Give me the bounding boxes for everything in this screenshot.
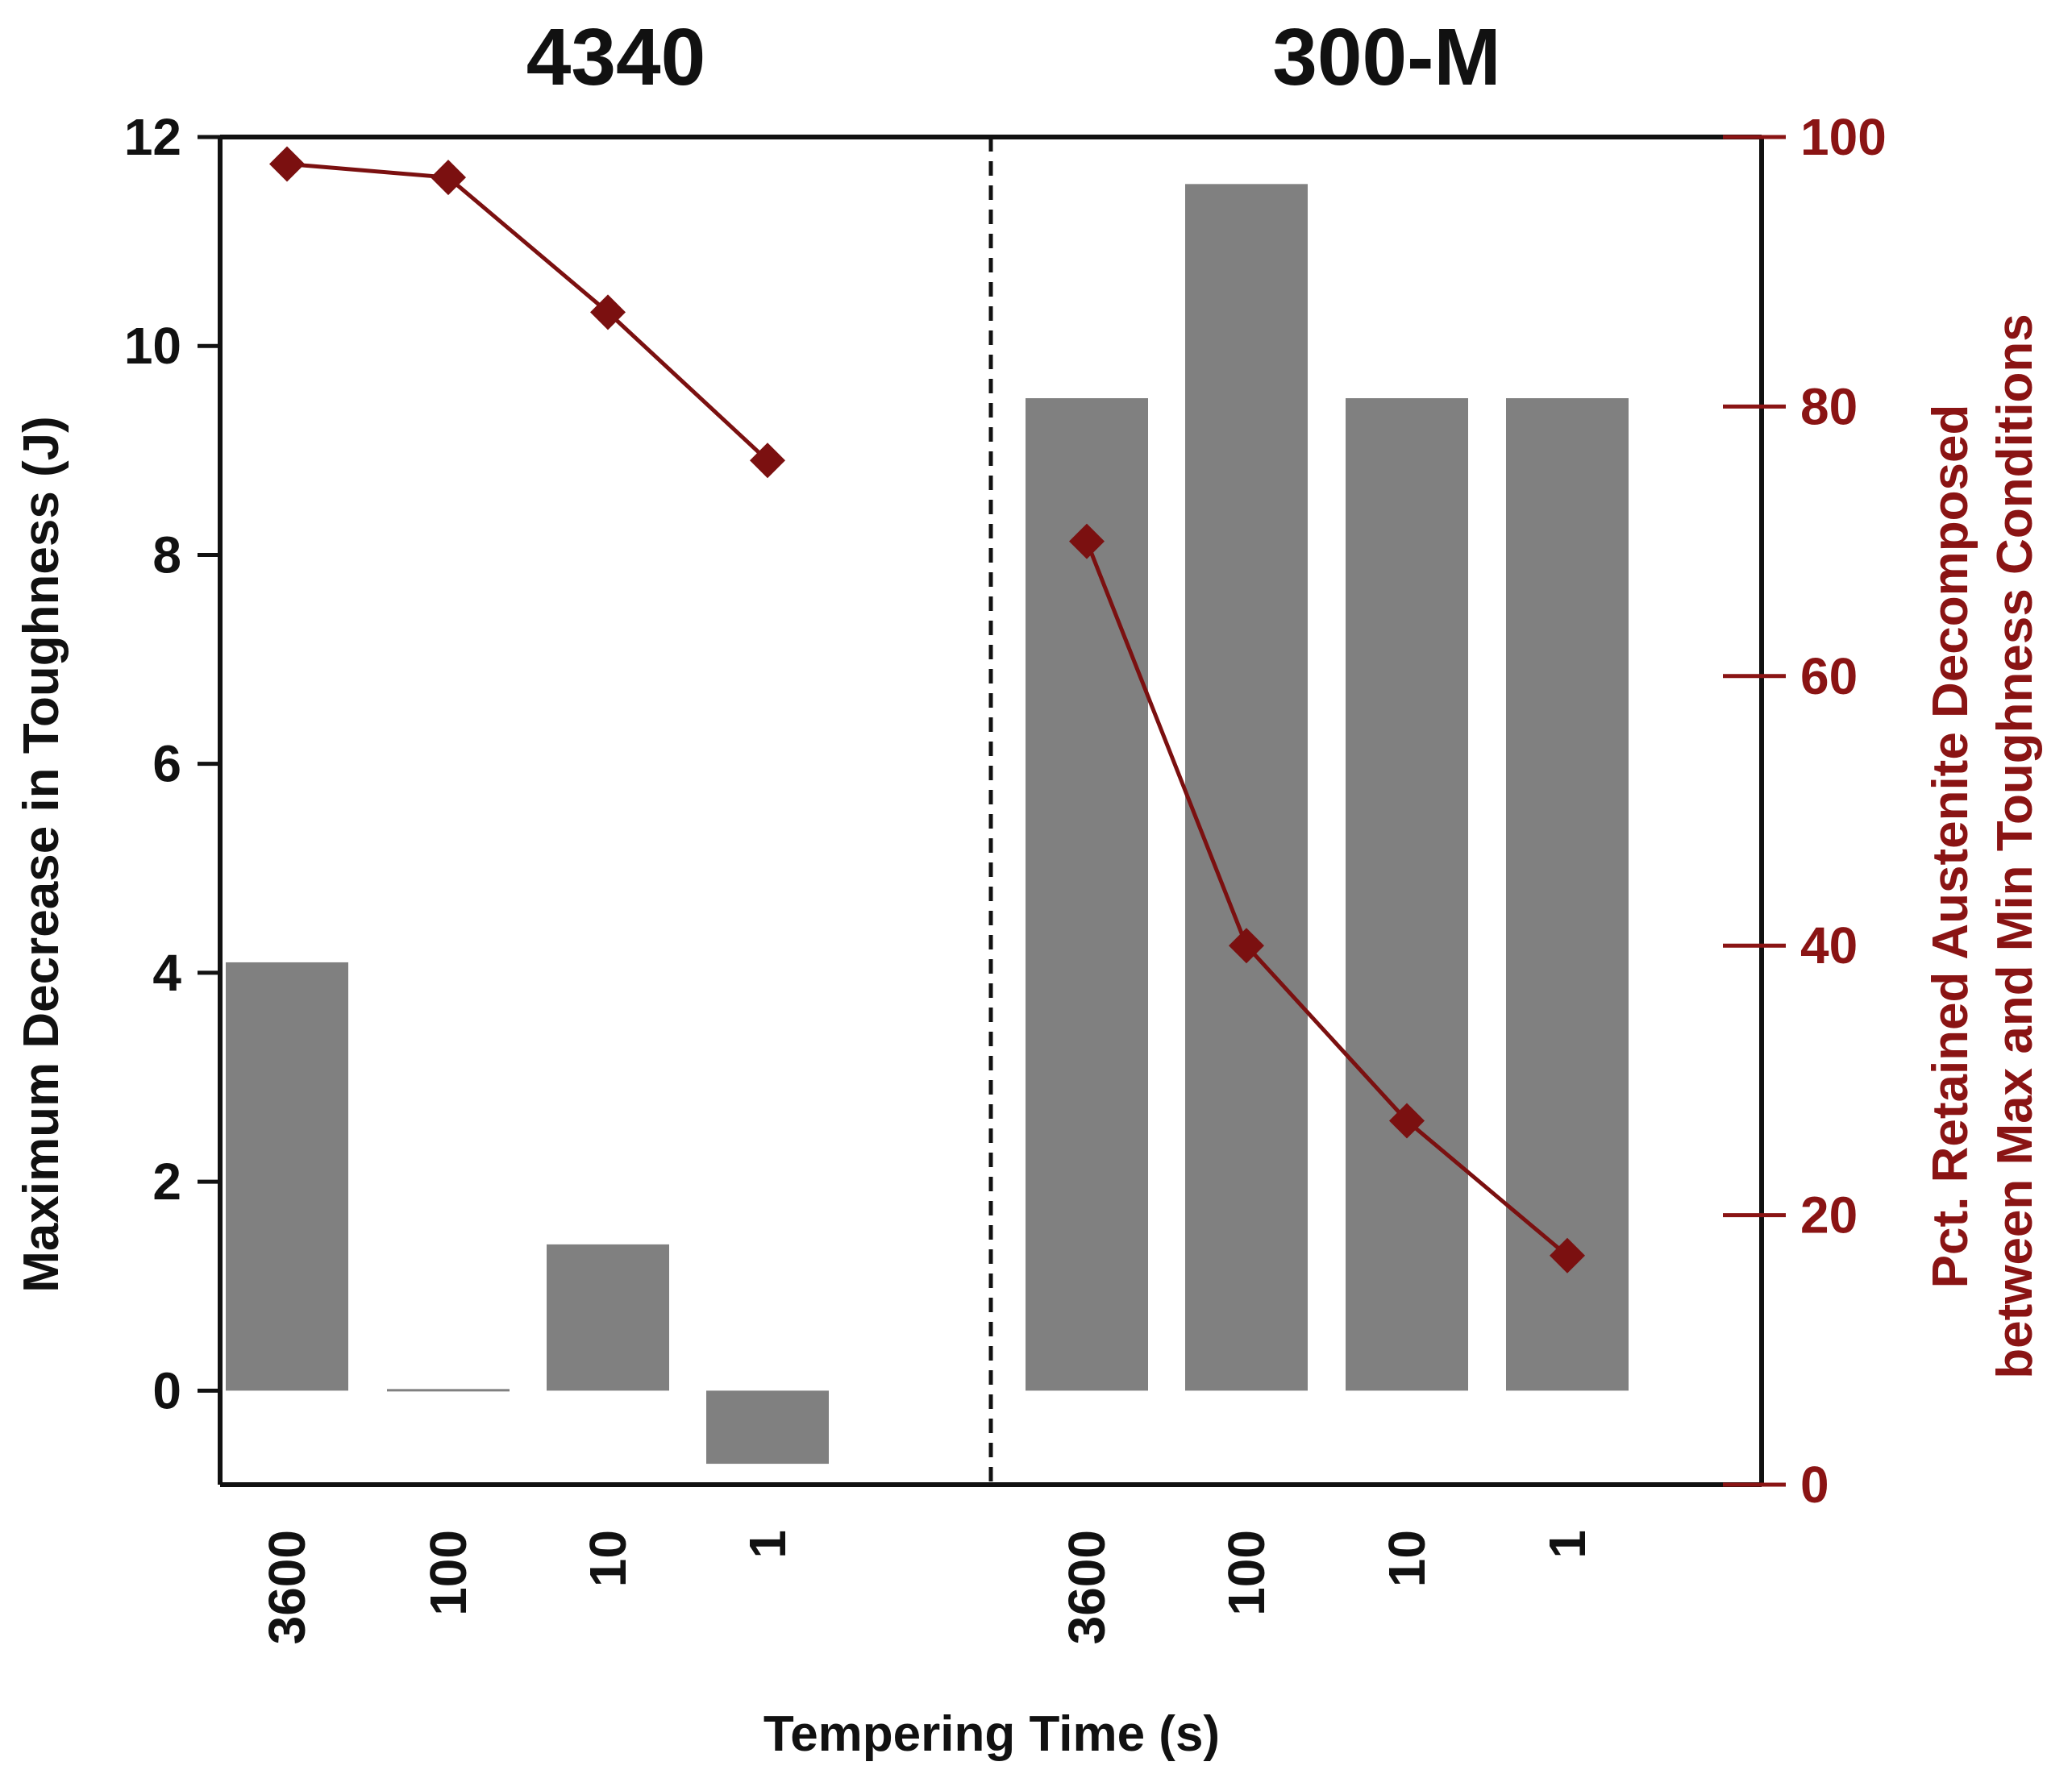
x-tick-label-300-m-1: 1 [1538,1530,1596,1559]
x-tick-label-4340-10: 10 [579,1530,637,1587]
x-tick-label-4340-1: 1 [739,1530,797,1559]
y-left-tick-label: 8 [152,526,181,584]
x-tick-label-300-m-10: 10 [1378,1530,1436,1587]
point-4340-3600 [269,146,305,182]
point-300-m-100 [1229,928,1264,964]
y-right-tick-label: 20 [1800,1186,1858,1244]
y-right-tick-label: 0 [1800,1456,1829,1514]
axes-layer [218,135,1764,1487]
bar-4340-10 [547,1244,669,1391]
x-tick-label-4340-100: 100 [419,1530,477,1616]
y-left-tick-label: 10 [124,317,181,375]
y-left-tick-label: 6 [152,735,181,793]
y-left-tick-label: 12 [124,108,181,166]
y-left-tick-label: 4 [152,944,181,1002]
y-right-tick-label: 60 [1800,647,1858,705]
bar-4340-100 [387,1389,510,1392]
point-4340-1 [750,442,785,479]
point-300-m-10 [1389,1103,1425,1139]
y-left-tick-label: 0 [152,1361,181,1419]
x-axis-title: Tempering Time (s) [763,1706,1220,1762]
y-axis-right-title-line2: between Max and Min Toughness Conditions [1987,314,2043,1379]
point-300-m-1 [1550,1237,1585,1273]
ticks-layer: 0 2 4 6 8 10 12 0 20 40 60 80 100 3600 100 10 1 3600 100 10… [124,108,1887,1644]
x-tick-label-300-m-3600: 3600 [1058,1530,1116,1644]
x-tick-label-4340-3600: 3600 [258,1530,316,1644]
panel-title-300m: 300-M [1272,12,1500,102]
bar-4340-3600 [226,962,348,1391]
y-right-tick-label: 100 [1800,108,1887,166]
point-4340-100 [431,160,466,196]
point-4340-10 [590,294,626,330]
bar-300-m-100 [1185,184,1308,1391]
bar-300-m-3600 [1026,398,1148,1391]
series-line-300-m [1084,540,1569,1257]
y-right-tick-label: 80 [1800,377,1858,435]
y-right-tick-label: 40 [1800,916,1858,974]
bar-4340-1 [706,1390,829,1465]
bar-300-m-1 [1506,398,1629,1391]
series-line-4340 [286,161,769,463]
panel-title-4340: 4340 [526,12,705,102]
x-tick-label-300-m-100: 100 [1217,1530,1275,1616]
lines-layer [269,146,1585,1273]
bar-300-m-10 [1346,398,1468,1391]
y-axis-left-title: Maximum Decrease in Toughness (J) [14,416,69,1293]
y-left-tick-label: 2 [152,1153,181,1211]
y-axis-right-title-line1: Pct. Retained Austenite Decomposed [1923,405,1978,1289]
point-300-m-3600 [1069,523,1105,559]
bars-layer [226,184,1629,1465]
